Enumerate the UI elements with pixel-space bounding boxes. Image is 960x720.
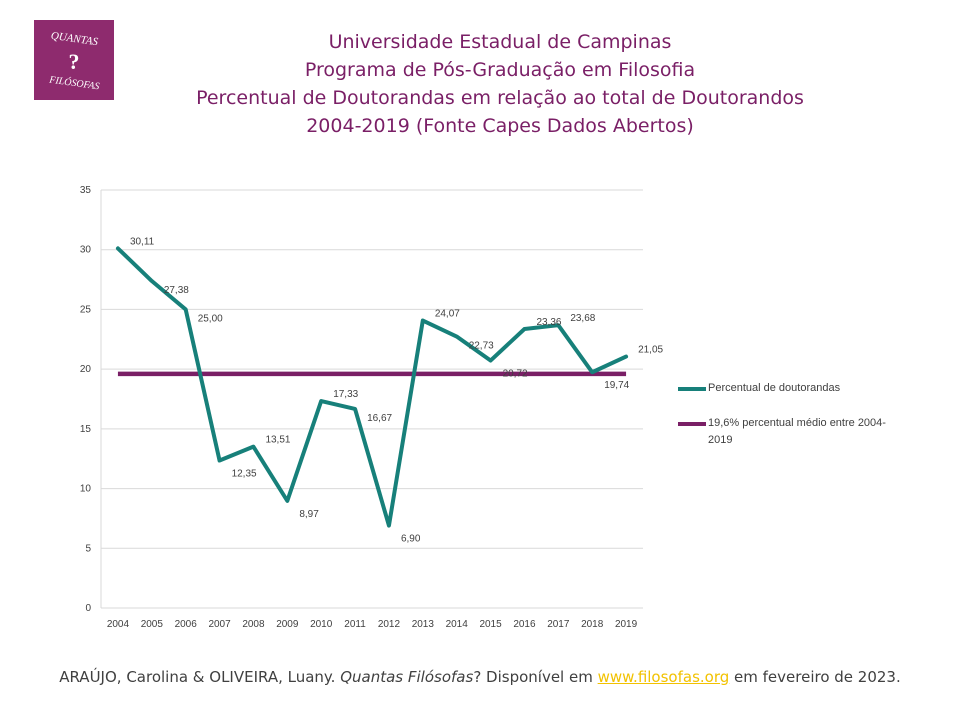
y-tick-label: 15 (80, 424, 92, 435)
footer-available: ? Disponível em (473, 668, 593, 686)
data-label: 23,36 (536, 317, 561, 328)
series-line (115, 246, 629, 528)
title-line-3: Percentual de Doutorandas em relação ao … (196, 87, 804, 109)
legend-label-series: Percentual de doutorandas (708, 382, 841, 394)
data-label: 24,07 (435, 309, 460, 320)
chart-title: Universidade Estadual de Campinas Progra… (175, 28, 825, 140)
x-tick-label: 2006 (175, 619, 198, 630)
x-tick-label: 2010 (310, 619, 333, 630)
data-label: 16,67 (367, 413, 392, 424)
data-labels: 30,11 27,38 25,00 12,35 13,51 8,97 17,33 16,67 6… (130, 236, 664, 544)
data-label: 23,68 (570, 313, 595, 324)
y-tick-label: 35 (80, 185, 92, 196)
x-tick-label: 2015 (479, 619, 502, 630)
data-label: 17,33 (333, 389, 358, 400)
legend-label-average: 19,6% percentual médio entre 2004-2019 (708, 417, 886, 446)
footer-work-title: Quantas Filósofas (340, 668, 474, 686)
legend-swatch-average (678, 422, 706, 426)
y-tick-label: 5 (85, 543, 91, 554)
y-tick-label: 20 (80, 364, 92, 375)
x-tick-label: 2007 (208, 619, 231, 630)
data-label: 30,11 (130, 236, 155, 247)
citation-footer: ARAÚJO, Carolina & OLIVEIRA, Luany. Quan… (0, 668, 960, 686)
series-percentual-doutorandas (115, 246, 629, 528)
legend-swatch-series (678, 387, 706, 391)
y-tick-label: 30 (80, 245, 92, 256)
footer-authors: ARAÚJO, Carolina & OLIVEIRA, Luany. (59, 668, 336, 686)
footer-tail: em fevereiro de 2023. (734, 668, 901, 686)
y-tick-label: 10 (80, 484, 92, 495)
data-label: 19,74 (604, 380, 629, 391)
title-line-1: Universidade Estadual de Campinas (328, 31, 672, 53)
data-label: 12,35 (232, 469, 257, 480)
y-axis: 0 5 10 15 20 25 30 35 (80, 185, 102, 614)
legend: Percentual de doutorandas 19,6% percentu… (678, 380, 898, 467)
x-tick-label: 2014 (446, 619, 469, 630)
x-tick-label: 2016 (513, 619, 536, 630)
data-label: 8,97 (299, 509, 319, 520)
x-axis: 2004 2005 2006 2007 2008 2009 2010 2011 2012 2013… (107, 619, 638, 630)
data-label: 22,73 (469, 341, 494, 352)
quantas-filosofas-logo: QUANTAS ? FILÓSOFAS (34, 20, 114, 100)
y-tick-label: 25 (80, 304, 92, 315)
x-tick-label: 2017 (547, 619, 570, 630)
footer-link[interactable]: www.filosofas.org (597, 668, 730, 686)
logo-question-mark: ? (69, 49, 80, 74)
y-tick-label: 0 (85, 603, 91, 614)
data-label: 6,90 (401, 534, 421, 545)
x-tick-label: 2019 (615, 619, 638, 630)
data-label: 20,72 (503, 369, 528, 380)
x-tick-label: 2012 (378, 619, 401, 630)
x-tick-label: 2013 (412, 619, 435, 630)
data-label: 21,05 (638, 345, 663, 356)
x-tick-label: 2004 (107, 619, 130, 630)
title-line-4: 2004-2019 (Fonte Capes Dados Abertos) (306, 115, 694, 137)
x-tick-label: 2018 (581, 619, 604, 630)
x-tick-label: 2011 (344, 619, 366, 630)
x-tick-label: 2008 (242, 619, 265, 630)
data-label: 27,38 (164, 285, 189, 296)
gridlines (101, 189, 643, 609)
data-label: 25,00 (198, 313, 223, 324)
x-tick-label: 2009 (276, 619, 299, 630)
x-tick-label: 2005 (141, 619, 164, 630)
title-line-2: Programa de Pós-Graduação em Filosofia (304, 59, 696, 81)
data-label: 13,51 (265, 435, 290, 446)
legend-item-average: 19,6% percentual médio entre 2004-2019 (678, 415, 898, 449)
legend-item-series: Percentual de doutorandas (678, 380, 898, 397)
